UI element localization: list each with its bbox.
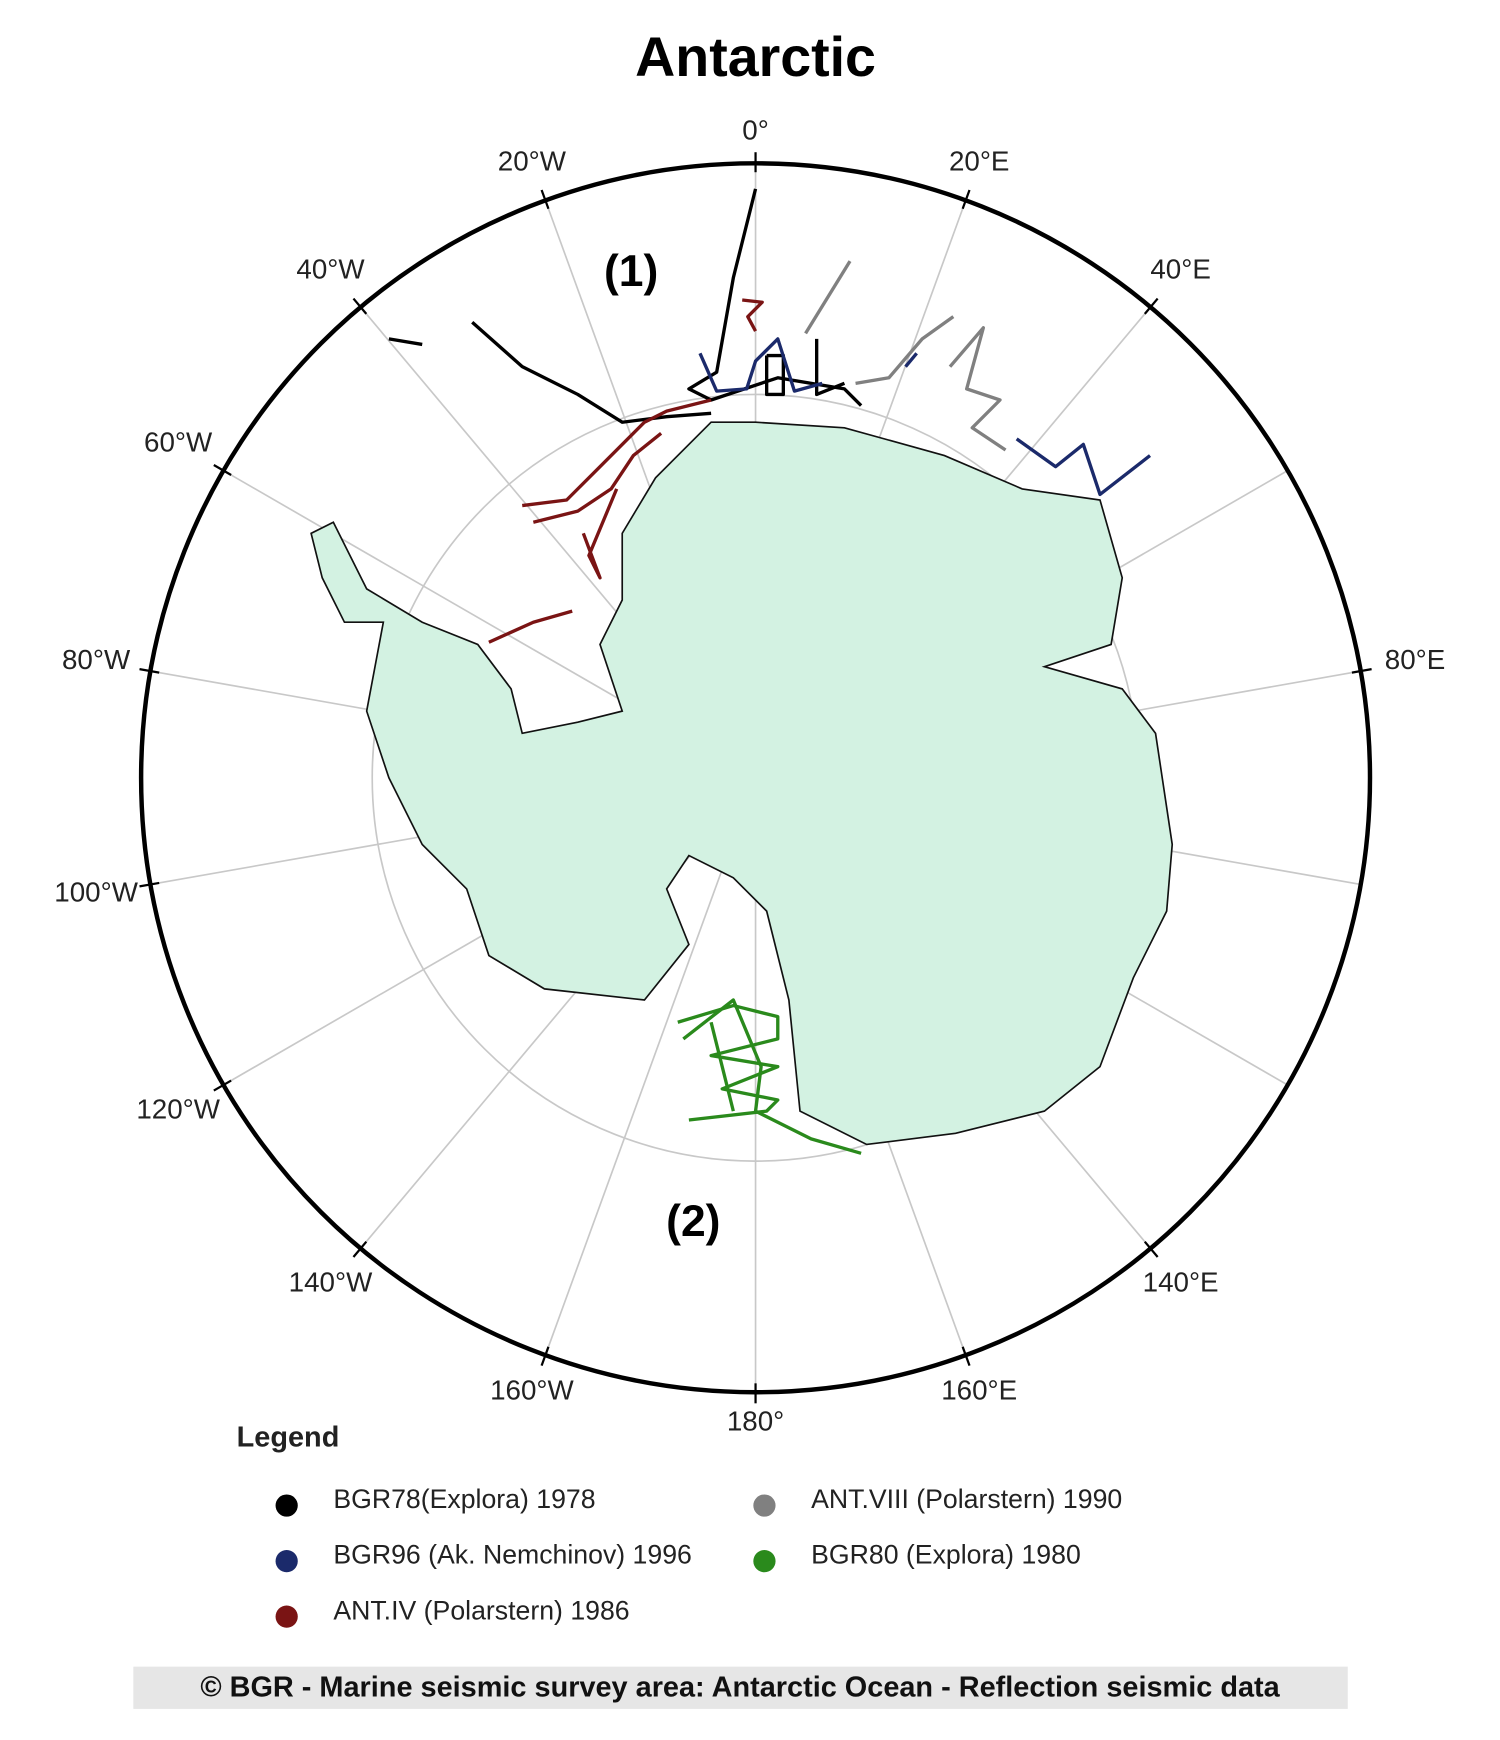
graticule-label: 40°E: [1150, 254, 1211, 285]
survey-track: [815, 338, 846, 397]
graticule-label: 160°E: [941, 1375, 1017, 1406]
region-label: (2): [666, 1197, 720, 1246]
antarctica: [310, 421, 1174, 1146]
footer-background: [133, 1666, 1348, 1709]
survey-track: [742, 298, 764, 332]
survey-track: [388, 337, 423, 347]
graticule-label: 0°: [742, 115, 769, 146]
outer-circle: [138, 161, 1373, 1395]
survey-track: [532, 432, 663, 524]
legend-label: ANT.IV (Polarstern) 1986: [333, 1595, 629, 1625]
survey-track: [709, 1021, 735, 1112]
survey-track: [687, 188, 863, 407]
meridian: [544, 796, 750, 1356]
graticule-label: 20°E: [949, 146, 1010, 177]
legend-label: BGR78(Explora) 1978: [333, 1484, 595, 1514]
graticule-label: 140°W: [289, 1267, 373, 1298]
graticule-label: 160°W: [490, 1375, 574, 1406]
legend-label: ANT.VIII (Polarstern) 1990: [811, 1484, 1122, 1514]
survey-track: [488, 609, 573, 644]
graticule-label: 40°W: [296, 254, 365, 285]
legend: BGR78(Explora) 1978 BGR96 (Ak. Nemchinov)…: [275, 1484, 1122, 1628]
survey-track: [677, 1003, 780, 1122]
legend-marker: [753, 1550, 776, 1573]
survey-track: [765, 353, 785, 397]
graticule-label: 80°W: [62, 644, 131, 675]
survey-track: [471, 320, 712, 424]
survey-track: [522, 398, 712, 508]
legend-marker: [753, 1494, 776, 1517]
survey-track: [855, 315, 955, 385]
legend-label: BGR96 (Ak. Nemchinov) 1996: [333, 1540, 692, 1570]
graticule-label: 180°: [727, 1406, 784, 1437]
survey-track: [904, 352, 918, 368]
graticule-label: 100°W: [54, 876, 138, 907]
survey-track: [1015, 437, 1152, 497]
legend-marker: [275, 1550, 298, 1573]
footer: © BGR - Marine seismic survey area: Anta…: [200, 1672, 1280, 1704]
graticule-label: 60°W: [144, 427, 213, 458]
legend-label: BGR80 (Explora) 1980: [811, 1540, 1081, 1570]
survey-tracks: [388, 188, 1152, 1155]
legend-marker: [275, 1494, 298, 1517]
survey-track: [698, 337, 823, 393]
title: Antarctic: [635, 26, 876, 88]
legend-title: Legend: [237, 1422, 340, 1454]
survey-track: [581, 488, 619, 580]
graticule-label: 140°E: [1143, 1267, 1219, 1298]
graticule-label: 20°W: [498, 146, 567, 177]
survey-track: [682, 998, 862, 1155]
legend-marker: [275, 1605, 298, 1628]
graticule-label: 120°W: [136, 1093, 220, 1124]
survey-track: [804, 260, 852, 335]
region-label: (1): [604, 247, 658, 296]
survey-track: [948, 326, 1007, 452]
graticule-label: 80°E: [1385, 644, 1446, 675]
